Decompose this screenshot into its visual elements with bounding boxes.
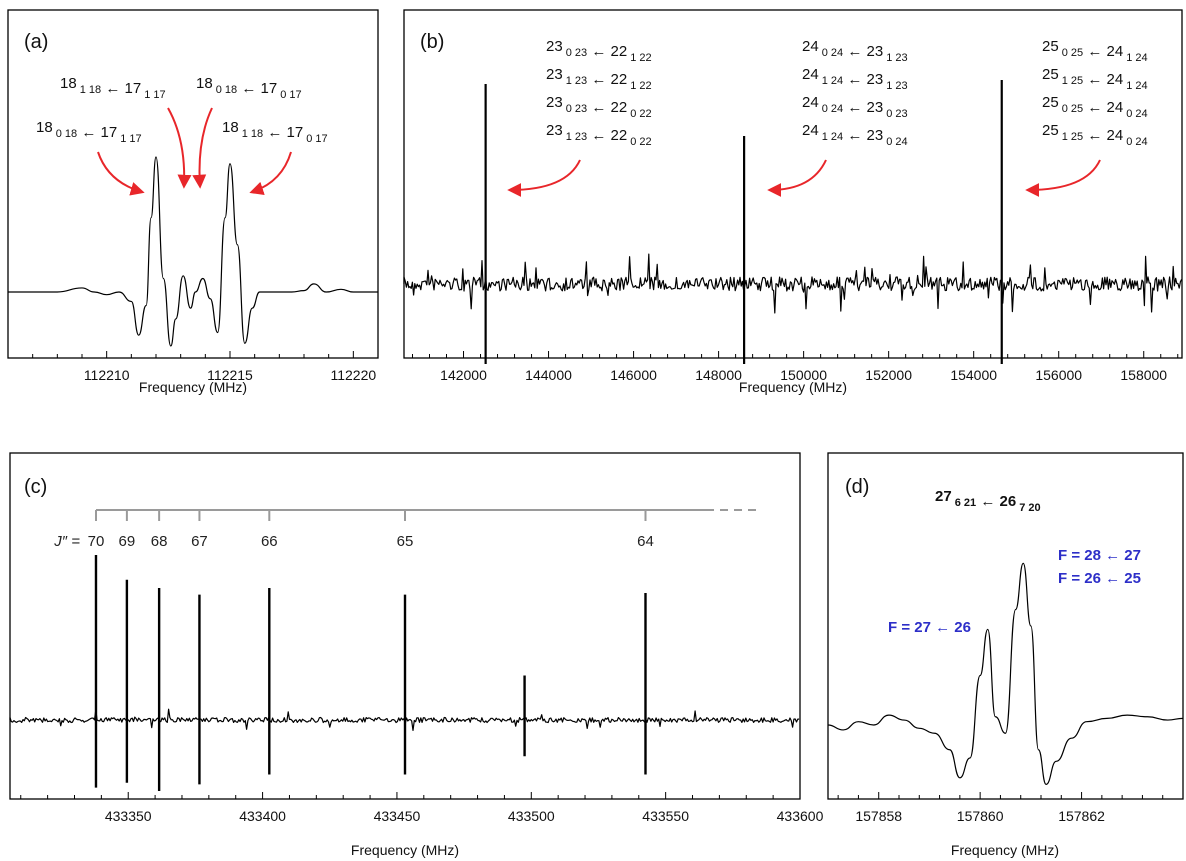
panel-b-transition-label: 25 1 25 ← 24 0 24 [1042, 122, 1148, 148]
panel-d-spectrum-line [827, 562, 1184, 785]
panel-b-transition-label: 25 0 25 ← 24 1 24 [1042, 38, 1148, 64]
panel-b-transition-label: 23 0 23 ← 22 0 22 [546, 94, 652, 120]
panel-b-label: (b) [420, 31, 444, 53]
panel-d-xlabel: Frequency (MHz) [951, 842, 1059, 858]
panel-b-transition-label: 24 1 24 ← 23 1 23 [802, 66, 908, 92]
panel-d-frame [827, 452, 1184, 800]
panel-a-tick-label: 112220 [330, 367, 376, 383]
panel-c-j-label: 65 [397, 533, 414, 550]
panel-c-tick-label: 433350 [105, 808, 152, 824]
panel-a-transition-label: 18 0 18 ← 17 1 17 [36, 119, 142, 145]
panel-b-transition-label: 24 0 24 ← 23 1 23 [802, 38, 908, 64]
panel-c-j-label: 69 [119, 533, 136, 550]
panel-b-transition-label: 23 1 23 ← 22 0 22 [546, 122, 652, 148]
arrow-b2 [767, 159, 827, 197]
panel-c-label: (c) [24, 476, 47, 498]
panel-b-tick-label: 142000 [440, 367, 487, 383]
arrow-b1 [507, 159, 581, 197]
panel-b-transition-label: 25 0 25 ← 24 0 24 [1042, 94, 1148, 120]
panel-b-xlabel: Frequency (MHz) [739, 379, 847, 395]
arrow-a2 [167, 107, 192, 189]
panel-c-j-label: 66 [261, 533, 278, 550]
panel-c-tick-label: 433400 [239, 808, 286, 824]
panel-c-j-label: 67 [191, 533, 208, 550]
arrow-b3 [1025, 159, 1101, 197]
panel-d-hyperfine-label: F = 27 ← 26 [888, 619, 971, 636]
panel-b-tick-label: 154000 [950, 367, 997, 383]
panel-c-j-label: 70 [88, 533, 105, 550]
panel-d-hyperfine-label: F = 28 ← 27 [1058, 547, 1141, 564]
panel-c-tick-label: 433450 [374, 808, 421, 824]
panel-b-frame [403, 9, 1183, 359]
panel-d-tick-label: 157860 [957, 808, 1004, 824]
panel-b-transition-label: 25 1 25 ← 24 1 24 [1042, 66, 1148, 92]
panel-c-tick-label: 433500 [508, 808, 555, 824]
panel-c-j-label: 64 [637, 533, 654, 550]
panel-a-tick-label: 112215 [207, 367, 253, 383]
arrow-a1 [97, 151, 145, 196]
panel-b-tick-label: 146000 [610, 367, 657, 383]
panel-d-label: (d) [845, 476, 869, 498]
panel-b-transition-label: 23 1 23 ← 22 1 22 [546, 66, 652, 92]
panel-b-spectrum-line [403, 253, 1183, 314]
panel-a-frame [7, 9, 379, 359]
panel-c-tick-label: 433600 [777, 808, 824, 824]
panel-b-tick-label: 152000 [865, 367, 912, 383]
panel-b-transition-label: 24 0 24 ← 23 0 23 [802, 94, 908, 120]
panel-d-hyperfine-label: F = 26 ← 25 [1058, 570, 1141, 587]
panel-a-xlabel: Frequency (MHz) [139, 379, 247, 395]
panel-c-j-prefix: J″ = [53, 533, 80, 550]
panel-a-spectrum-line [8, 156, 378, 347]
panel-a-label: (a) [24, 31, 48, 53]
panel-b-tick-label: 156000 [1035, 367, 1082, 383]
panel-b-tick-label: 158000 [1120, 367, 1167, 383]
panel-c-j-label: 68 [151, 533, 168, 550]
panel-b-tick-label: 148000 [695, 367, 742, 383]
panel-d-title: 27 6 21 ← 26 7 20 [935, 488, 1041, 514]
panel-b-transition-label: 23 0 23 ← 22 1 22 [546, 38, 652, 64]
panel-a-transition-label: 18 0 18 ← 17 0 17 [196, 75, 302, 101]
panel-c-tick-label: 433550 [642, 808, 689, 824]
panel-a-tick-label: 112210 [84, 367, 130, 383]
panel-b-tick-label: 144000 [525, 367, 572, 383]
panel-d-tick-label: 157858 [855, 808, 902, 824]
panel-c-frame [9, 452, 801, 800]
panel-a-transition-label: 18 1 18 ← 17 1 17 [60, 75, 166, 101]
panel-b-tick-label: 150000 [780, 367, 827, 383]
arrow-a3 [192, 107, 213, 189]
panel-d-tick-label: 157862 [1058, 808, 1105, 824]
panel-a-transition-label: 18 1 18 ← 17 0 17 [222, 119, 328, 145]
panel-b-transition-label: 24 1 24 ← 23 0 24 [802, 122, 908, 148]
panel-c-xlabel: Frequency (MHz) [351, 842, 459, 858]
arrow-a4 [249, 151, 292, 196]
